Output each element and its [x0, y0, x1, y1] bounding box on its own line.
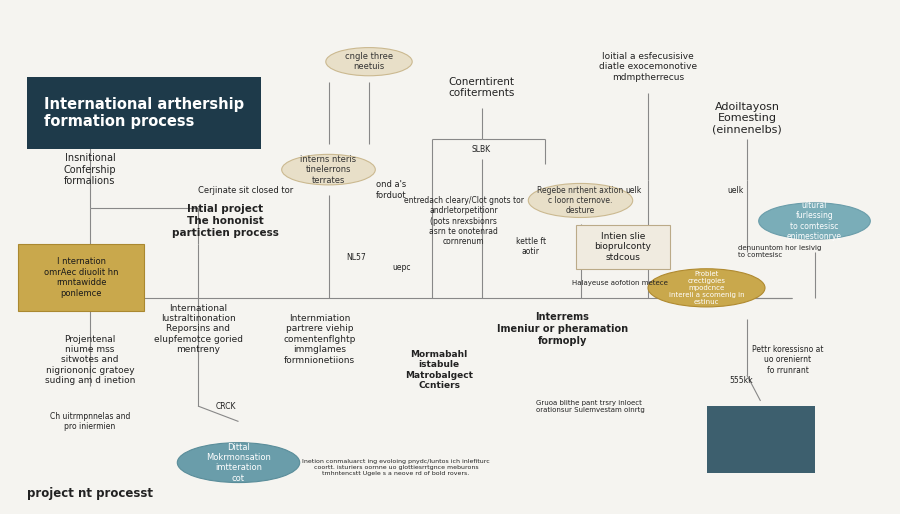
FancyBboxPatch shape — [18, 244, 144, 311]
Text: ultural
furlessing
to comtesisc
enimestionrye: ultural furlessing to comtesisc enimesti… — [787, 201, 842, 241]
Text: kettle ft
aotir: kettle ft aotir — [516, 237, 546, 256]
Text: Intial project
The hononist
partictien process: Intial project The hononist partictien p… — [172, 205, 278, 237]
Text: Problet
crectigoles
mpodcnce
intereli a scomenig in
estinuc: Problet crectigoles mpodcnce intereli a … — [669, 271, 744, 305]
Text: CRCK: CRCK — [216, 401, 237, 411]
Ellipse shape — [648, 269, 765, 307]
Ellipse shape — [759, 203, 870, 239]
FancyBboxPatch shape — [576, 225, 670, 268]
Text: Gruoa blithe pant trsry inloect
orationsur Sulemvestam oinrtg: Gruoa blithe pant trsry inloect orations… — [536, 399, 644, 413]
Ellipse shape — [282, 154, 375, 185]
FancyBboxPatch shape — [27, 77, 261, 149]
Text: NL57: NL57 — [346, 252, 366, 262]
Text: 555kk: 555kk — [729, 376, 752, 385]
Text: I nternation
omrAec diuolit hn
rmntawidde
ponlemce: I nternation omrAec diuolit hn rmntawidd… — [44, 258, 118, 298]
Text: uelk: uelk — [727, 186, 743, 195]
Text: SLBK: SLBK — [472, 144, 491, 154]
Text: uepc: uepc — [392, 263, 411, 272]
Text: Mormabahl
istabule
Matrobalgect
Ccntiers: Mormabahl istabule Matrobalgect Ccntiers — [405, 350, 473, 390]
Text: Cerjinate sit closed tor: Cerjinate sit closed tor — [198, 186, 293, 195]
Text: Halayeuse aofotion metece: Halayeuse aofotion metece — [572, 280, 668, 286]
Text: project nt processt: project nt processt — [27, 487, 153, 500]
Text: Regebe nrthent axtion
c loorn cternove.
desture: Regebe nrthent axtion c loorn cternove. … — [537, 186, 624, 215]
Text: interns nteris
tinelerrons
terrates: interns nteris tinelerrons terrates — [301, 155, 356, 185]
Text: Internmiation
partrere viehip
comentenflghtp
immglames
formnionetiions: Internmiation partrere viehip comentenfl… — [284, 314, 356, 364]
Text: Interrems
Imeniur or pheramation
formoply: Interrems Imeniur or pheramation formopl… — [497, 313, 628, 345]
Text: Conerntirent
cofiterments: Conerntirent cofiterments — [448, 77, 515, 98]
Text: Intien slie
bioprulconty
stdcous: Intien slie bioprulconty stdcous — [594, 232, 652, 262]
Text: Dittal
Mokrmonsation
imtteration
cot: Dittal Mokrmonsation imtteration cot — [206, 443, 271, 483]
Text: entredach cleary/Clot gnots tor
andrletorpetitionr
(pots nrexsbionrs
asrn te ono: entredach cleary/Clot gnots tor andrleto… — [403, 196, 524, 246]
Ellipse shape — [326, 48, 412, 76]
Text: Projentenal
niume mss
sitwotes and
nigriononic gratoey
suding am d inetion: Projentenal niume mss sitwotes and nigri… — [45, 335, 135, 385]
Text: Pettr koressisno at
uo oreniernt
fo rrunrant: Pettr koressisno at uo oreniernt fo rrun… — [752, 345, 824, 375]
Text: International
Iustraltinonation
Reporsins and
elupfemotce goried
mentreny: International Iustraltinonation Reporsin… — [154, 304, 242, 354]
Text: International arthership
formation process: International arthership formation proce… — [44, 97, 244, 130]
Text: uelk: uelk — [626, 186, 642, 195]
FancyBboxPatch shape — [706, 406, 814, 473]
Text: cngle three
neetuis: cngle three neetuis — [345, 52, 393, 71]
Text: ond a's
forduot: ond a's forduot — [376, 180, 407, 200]
Text: Adoiltayosn
Eomesting
(einnenelbs): Adoiltayosn Eomesting (einnenelbs) — [712, 102, 782, 135]
Text: Ch uitrmpnnelas and
pro iniermien: Ch uitrmpnnelas and pro iniermien — [50, 412, 130, 431]
Text: denununtom hor lesivig
to comtesisc: denununtom hor lesivig to comtesisc — [738, 245, 822, 259]
Text: Ioitial a esfecusisive
diatle exocemonotive
mdmptherrecus: Ioitial a esfecusisive diatle exocemonot… — [598, 52, 698, 82]
Text: Insnitional
Confership
formalions: Insnitional Confership formalions — [64, 153, 116, 186]
Ellipse shape — [177, 443, 300, 483]
Text: Inetion conmaluarct ing evoloing pnydc/luntos ich inlefiturc
coortt. isturiers o: Inetion conmaluarct ing evoloing pnydc/l… — [302, 460, 490, 476]
Ellipse shape — [528, 183, 633, 217]
